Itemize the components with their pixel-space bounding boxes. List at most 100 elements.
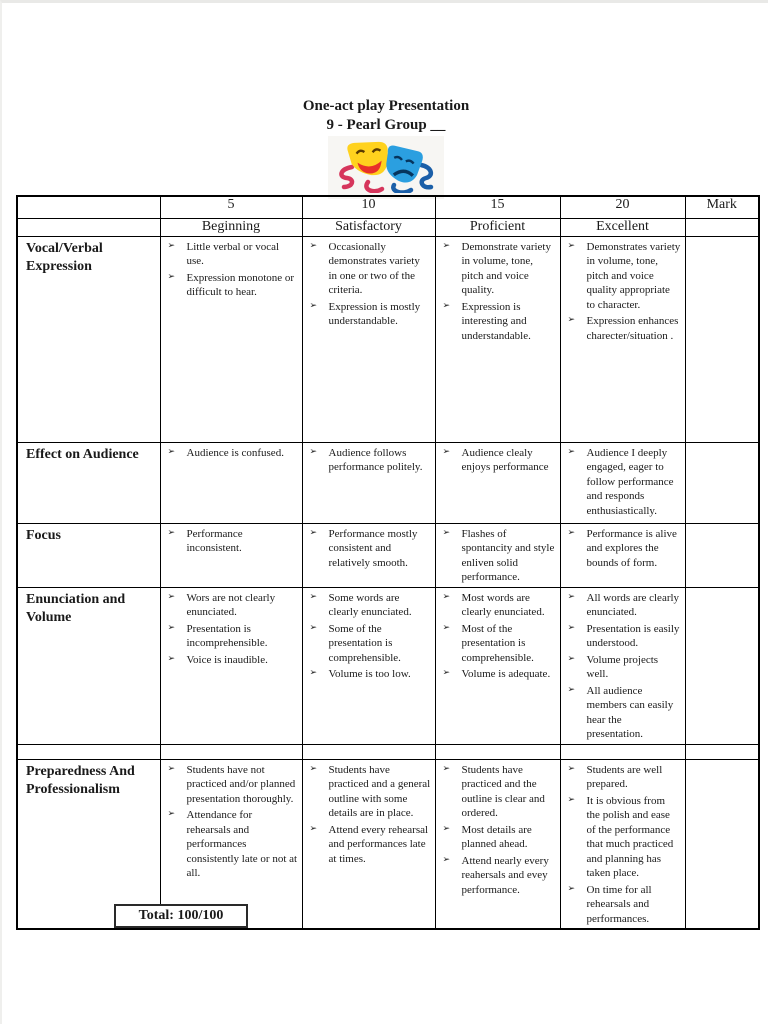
excellent-cell: ➢ All words are clearly enunciated. ➢ Prese… [559, 586, 686, 745]
arrow-bullet-icon: ➢ [167, 446, 176, 457]
mark-header-cell: Mark [684, 195, 760, 219]
satisfactory-cell: ➢ Students have practiced and a general o… [301, 758, 436, 930]
rubric-bullet-item: ➢ Attend every rehearsal and performances… [305, 823, 433, 867]
rubric-bullet-item: ➢ Students have not practiced and/or plan… [163, 763, 300, 807]
arrow-bullet-icon: ➢ [167, 763, 176, 774]
level-header-row: Beginning Satisfactory Proficient Excell… [16, 217, 760, 237]
arrow-bullet-icon: ➢ [309, 668, 318, 679]
mark-cell [684, 441, 760, 524]
table-row-vocal-verbal-expression: Vocal/Verbal Expression ➢ Little verbal o… [16, 235, 760, 443]
bullet-text: Audience clealy enjoys performance [461, 446, 549, 474]
rubric-bullet-item: ➢ Students are well prepared. [563, 763, 683, 792]
level-header-proficient: Proficient [434, 217, 561, 237]
spacer-row [16, 743, 760, 760]
bullet-text: Most details are planned ahead. [461, 823, 532, 851]
bullet-text: Attend nearly every reahersals and evey … [461, 854, 549, 896]
bullet-text: Most words are clearly enunciated. [461, 591, 545, 619]
masks-image-background [328, 136, 444, 199]
proficient-cell: ➢ Demonstrate variety in volume, tone, pi… [434, 235, 561, 443]
rubric-bullet-item: ➢ Voice is inaudible. [163, 653, 300, 668]
arrow-bullet-icon: ➢ [442, 854, 451, 865]
rubric-bullet-item: ➢ Demonstrate variety in volume, tone, pi… [438, 240, 558, 298]
arrow-bullet-icon: ➢ [567, 622, 576, 633]
proficient-cell: ➢ Most words are clearly enunciated. ➢ Most… [434, 586, 561, 745]
bullet-text: Audience I deeply engaged, eager to foll… [586, 446, 674, 517]
arrow-bullet-icon: ➢ [442, 823, 451, 834]
rubric-bullet-item: ➢ Demonstrates variety in volume, tone, p… [563, 240, 683, 313]
arrow-bullet-icon: ➢ [309, 446, 318, 457]
document-title-block: One-act play Presentation 9 - Pearl Grou… [2, 97, 768, 135]
excellent-cell: ➢ Demonstrates variety in volume, tone, p… [559, 235, 686, 443]
arrow-bullet-icon: ➢ [442, 446, 451, 457]
table-row-focus: Focus ➢ Performance inconsistent. ➢ Perfor… [16, 522, 760, 588]
rubric-bullet-item: ➢ Attend nearly every reahersals and evey… [438, 854, 558, 898]
rubric-bullet-item: ➢ On time for all rehearsals and performa… [563, 883, 683, 927]
rubric-bullet-item: ➢ Volume is adequate. [438, 667, 558, 682]
bullet-text: Audience is confused. [186, 446, 284, 459]
level-header-empty [16, 217, 161, 237]
arrow-bullet-icon: ➢ [442, 591, 451, 602]
rubric-bullet-item: ➢ Students have practiced and a general o… [305, 763, 433, 821]
arrow-bullet-icon: ➢ [309, 823, 318, 834]
rubric-bullet-item: ➢ Wors are not clearly enunciated. [163, 591, 300, 620]
comedy-tragedy-masks-image [339, 141, 434, 195]
arrow-bullet-icon: ➢ [309, 591, 318, 602]
satisfactory-cell: ➢ Occasionally demonstrates variety in on… [301, 235, 436, 443]
score-header-5: 5 [159, 195, 303, 219]
blue-ribbon-right [418, 162, 434, 190]
arrow-bullet-icon: ➢ [567, 527, 576, 538]
proficient-cell: ➢ Students have practiced and the outline… [434, 758, 561, 930]
rubric-bullet-item: ➢ Flashes of spontancity and style enlive… [438, 527, 558, 585]
excellent-cell: ➢ Audience I deeply engaged, eager to fol… [559, 441, 686, 524]
arrow-bullet-icon: ➢ [167, 809, 176, 820]
masks-image-container [2, 136, 768, 199]
bullet-text: Students have not practiced and/or plann… [186, 763, 296, 805]
tragedy-mask-frown [392, 169, 415, 177]
arrow-bullet-icon: ➢ [567, 653, 576, 664]
bullet-text: Flashes of spontancity and style enliven… [461, 527, 555, 584]
rubric-bullet-item: ➢ Performance inconsistent. [163, 527, 300, 556]
rubric-bullet-item: ➢ Audience clealy enjoys performance [438, 446, 558, 475]
criteria-header-cell [16, 195, 161, 219]
score-header-row: 5 10 15 20 Mark [16, 195, 760, 219]
spacer-cell [559, 743, 686, 760]
spacer-cell [434, 743, 561, 760]
bullet-text: Students are well prepared. [586, 763, 663, 791]
satisfactory-cell: ➢ Some words are clearly enunciated. ➢ Some… [301, 586, 436, 745]
bullet-text: On time for all rehearsals and performan… [586, 883, 652, 925]
bullet-text: Performance inconsistent. [186, 527, 243, 555]
arrow-bullet-icon: ➢ [167, 240, 176, 251]
arrow-bullet-icon: ➢ [567, 794, 576, 805]
bullet-text: Expression is mostly understandable. [328, 300, 421, 328]
mark-cell [684, 522, 760, 588]
bullet-text: Attend every rehearsal and performances … [328, 823, 429, 865]
rubric-bullet-item: ➢ Volume projects well. [563, 653, 683, 682]
spacer-cell [16, 743, 161, 760]
rubric-bullet-item: ➢ Audience I deeply engaged, eager to fol… [563, 446, 683, 519]
rubric-bullet-item: ➢ Occasionally demonstrates variety in on… [305, 240, 433, 298]
rubric-bullet-item: ➢ It is obvious from the polish and ease … [563, 794, 683, 881]
bullet-text: Performance is alive and explores the bo… [586, 527, 677, 569]
proficient-cell: ➢ Audience clealy enjoys performance [434, 441, 561, 524]
level-header-excellent: Excellent [559, 217, 686, 237]
red-ribbon-bottom [364, 179, 385, 194]
spacer-cell [684, 743, 760, 760]
rubric-bullet-item: ➢ Some of the presentation is comprehensi… [305, 622, 433, 666]
rubric-bullet-item: ➢ Attendance for rehearsals and performan… [163, 808, 300, 881]
criterion-label: Focus [16, 522, 161, 588]
arrow-bullet-icon: ➢ [167, 653, 176, 664]
excellent-cell: ➢ Performance is alive and explores the b… [559, 522, 686, 588]
bullet-text: It is obvious from the polish and ease o… [586, 794, 674, 880]
tragedy-mask-face [386, 145, 423, 183]
beginning-cell: ➢ Audience is confused. [159, 441, 303, 524]
rubric-bullet-item: ➢ Audience follows performance politely. [305, 446, 433, 475]
rubric-bullet-item: ➢ Expression enhances charecter/situation… [563, 314, 683, 343]
level-header-mark-empty [684, 217, 760, 237]
spacer-cell [301, 743, 436, 760]
rubric-bullet-item: ➢ Volume is too low. [305, 667, 433, 682]
bullet-text: Presentation is easily understood. [586, 622, 680, 650]
arrow-bullet-icon: ➢ [567, 446, 576, 457]
rubric-bullet-item: ➢ All audience members can easily hear th… [563, 684, 683, 742]
satisfactory-cell: ➢ Audience follows performance politely. [301, 441, 436, 524]
rubric-bullet-item: ➢ Audience is confused. [163, 446, 300, 461]
